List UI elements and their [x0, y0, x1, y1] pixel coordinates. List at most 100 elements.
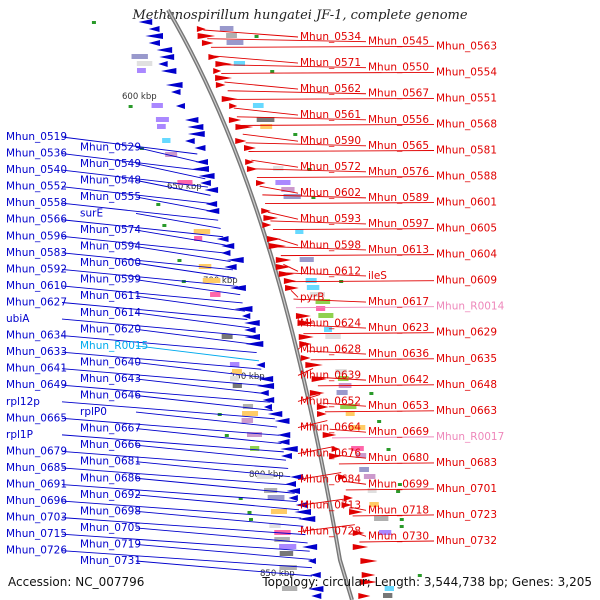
reverse-gene-label[interactable]: Mhun_0555 [80, 191, 141, 203]
forward-gene-label[interactable]: Mhun_0605 [436, 223, 497, 235]
forward-gene-label[interactable]: Mhun_0629 [436, 327, 497, 339]
forward-gene-label[interactable]: Mhun_0598 [300, 239, 361, 251]
reverse-gene-label[interactable]: Mhun_0643 [80, 373, 141, 385]
reverse-gene-label[interactable]: Mhun_0540 [6, 164, 67, 176]
forward-gene-label[interactable]: Mhun_0728 [300, 526, 361, 538]
reverse-gene-label[interactable]: Mhun_0665 [6, 412, 67, 424]
reverse-gene-label[interactable]: Mhun_R0015 [80, 340, 148, 352]
reverse-gene-label[interactable]: Mhun_0705 [80, 522, 141, 534]
forward-gene-label[interactable]: Mhun_0617 [368, 296, 429, 308]
forward-gene-label[interactable]: Mhun_0561 [300, 109, 361, 121]
forward-gene-label[interactable]: Mhun_0612 [300, 265, 361, 277]
reverse-gene-label[interactable]: Mhun_0679 [6, 445, 67, 457]
forward-gene-label[interactable]: ileS [368, 270, 387, 282]
forward-gene-label[interactable]: Mhun_0648 [436, 379, 497, 391]
reverse-gene-label[interactable]: Mhun_0566 [6, 214, 67, 226]
reverse-gene-label[interactable]: surE [80, 207, 103, 219]
forward-gene-label[interactable]: Mhun_0635 [436, 353, 497, 365]
forward-gene-label[interactable]: pyrB [300, 291, 324, 303]
forward-gene-label[interactable]: Mhun_0664 [300, 422, 361, 434]
reverse-gene-label[interactable]: Mhun_0600 [80, 257, 141, 269]
forward-gene-label[interactable]: Mhun_0723 [436, 509, 497, 521]
forward-gene-label[interactable]: Mhun_R0014 [436, 301, 505, 313]
reverse-gene-label[interactable]: Mhun_0627 [6, 296, 67, 308]
reverse-gene-label[interactable]: Mhun_0640 [80, 356, 141, 368]
reverse-gene-label[interactable]: Mhun_0614 [80, 307, 141, 319]
forward-gene-label[interactable]: Mhun_0628 [300, 343, 361, 355]
forward-gene-label[interactable]: Mhun_0588 [436, 171, 497, 183]
forward-gene-label[interactable]: Mhun_0652 [300, 395, 361, 407]
reverse-gene-label[interactable]: Mhun_0558 [6, 197, 67, 209]
reverse-gene-label[interactable]: Mhun_0552 [6, 181, 67, 193]
forward-gene-label[interactable]: Mhun_0551 [436, 92, 497, 104]
reverse-gene-label[interactable]: Mhun_0634 [6, 330, 67, 342]
reverse-gene-label[interactable]: Mhun_0692 [80, 489, 141, 501]
forward-gene-label[interactable]: Mhun_0636 [368, 348, 429, 360]
reverse-gene-label[interactable]: Mhun_0592 [6, 263, 67, 275]
forward-gene-label[interactable]: Mhun_0680 [368, 452, 429, 464]
forward-gene-label[interactable]: Mhun_0545 [368, 36, 429, 48]
reverse-gene-label[interactable]: Mhun_0599 [80, 274, 141, 286]
forward-gene-label[interactable]: Mhun_0554 [436, 66, 497, 78]
reverse-gene-label[interactable]: rplP0 [80, 406, 107, 418]
reverse-gene-label[interactable]: Mhun_0641 [6, 363, 67, 375]
reverse-gene-label[interactable]: Mhun_0574 [80, 224, 141, 236]
reverse-gene-label[interactable]: Mhun_0691 [6, 479, 67, 491]
reverse-gene-label[interactable]: Mhun_0715 [6, 528, 67, 540]
reverse-gene-label[interactable]: ubiA [6, 313, 30, 325]
reverse-gene-label[interactable]: Mhun_0649 [6, 379, 67, 391]
forward-gene-label[interactable]: Mhun_0732 [436, 535, 497, 547]
forward-gene-label[interactable]: Mhun_0613 [368, 244, 429, 256]
forward-gene-label[interactable]: Mhun_0609 [436, 275, 497, 287]
reverse-gene-label[interactable]: Mhun_0731 [80, 555, 141, 567]
forward-gene-label[interactable]: Mhun_0653 [368, 400, 429, 412]
forward-gene-label[interactable]: Mhun_0565 [368, 140, 429, 152]
forward-gene-label[interactable]: Mhun_0642 [368, 374, 429, 386]
reverse-gene-label[interactable]: rpl1P [6, 429, 33, 441]
reverse-gene-label[interactable]: Mhun_0519 [6, 131, 67, 143]
forward-gene-label[interactable]: Mhun_0684 [300, 474, 361, 486]
forward-gene-label[interactable]: Mhun_0676 [300, 448, 361, 460]
forward-gene-label[interactable]: Mhun_0623 [368, 322, 429, 334]
forward-gene-label[interactable]: Mhun_0669 [368, 426, 429, 438]
forward-gene-label[interactable]: Mhun_0639 [300, 369, 361, 381]
reverse-gene-label[interactable]: Mhun_0536 [6, 148, 67, 160]
forward-gene-label[interactable]: Mhun_0550 [368, 62, 429, 74]
forward-gene-label[interactable]: Mhun_0602 [300, 187, 361, 199]
forward-gene-label[interactable]: Mhun_0590 [300, 135, 361, 147]
forward-gene-label[interactable]: Mhun_0593 [300, 213, 361, 225]
reverse-gene-label[interactable]: Mhun_0610 [6, 280, 67, 292]
forward-gene-label[interactable]: Mhun_0589 [368, 192, 429, 204]
reverse-gene-label[interactable]: Mhun_0719 [80, 538, 141, 550]
reverse-gene-label[interactable]: Mhun_0646 [80, 390, 141, 402]
forward-gene-label[interactable]: Mhun_0601 [436, 197, 497, 209]
forward-gene-label[interactable]: Mhun_0713 [300, 500, 361, 512]
forward-gene-label[interactable]: Mhun_0567 [368, 88, 429, 100]
reverse-gene-label[interactable]: Mhun_0596 [6, 230, 67, 242]
forward-gene-label[interactable]: Mhun_0563 [436, 40, 497, 52]
forward-gene-label[interactable]: Mhun_0683 [436, 457, 497, 469]
forward-gene-label[interactable]: Mhun_0576 [368, 166, 429, 178]
reverse-gene-label[interactable]: Mhun_0611 [80, 290, 141, 302]
reverse-gene-label[interactable]: Mhun_0698 [80, 505, 141, 517]
reverse-gene-label[interactable]: Mhun_0529 [80, 141, 141, 153]
forward-gene-label[interactable]: Mhun_0730 [368, 530, 429, 542]
forward-gene-label[interactable]: Mhun_0718 [368, 504, 429, 516]
forward-gene-label[interactable]: Mhun_0604 [436, 249, 497, 261]
reverse-gene-label[interactable]: rpl12p [6, 396, 40, 408]
reverse-gene-label[interactable]: Mhun_0726 [6, 545, 67, 557]
reverse-gene-label[interactable]: Mhun_0549 [80, 158, 141, 170]
forward-gene-label[interactable]: Mhun_0597 [368, 218, 429, 230]
reverse-gene-label[interactable]: Mhun_0696 [6, 495, 67, 507]
forward-gene-label[interactable]: Mhun_0572 [300, 161, 361, 173]
reverse-gene-label[interactable]: Mhun_0681 [80, 456, 141, 468]
reverse-gene-label[interactable]: Mhun_0667 [80, 423, 141, 435]
reverse-gene-label[interactable]: Mhun_0620 [80, 323, 141, 335]
forward-gene-label[interactable]: Mhun_0568 [436, 118, 497, 130]
forward-gene-label[interactable]: Mhun_0571 [300, 57, 361, 69]
forward-gene-label[interactable]: Mhun_0624 [300, 317, 361, 329]
reverse-gene-label[interactable]: Mhun_0686 [80, 472, 141, 484]
reverse-gene-label[interactable]: Mhun_0685 [6, 462, 67, 474]
reverse-gene-label[interactable]: Mhun_0594 [80, 241, 141, 253]
